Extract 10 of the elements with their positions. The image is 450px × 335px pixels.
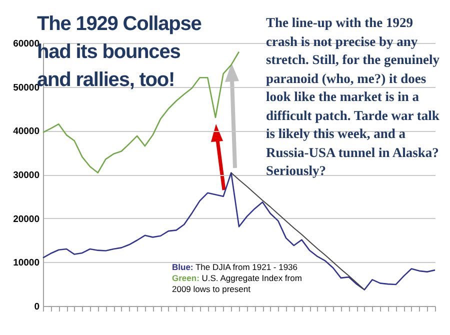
y-tick-label: 30000 <box>13 170 40 181</box>
y-tick-label: 10000 <box>13 258 40 269</box>
y-tick-label: 50000 <box>13 82 40 94</box>
annotation: Green: U.S. Aggregate Index from 2009 lows to present <box>172 273 303 295</box>
y-tick-label: 0 <box>34 302 40 312</box>
y-tick-label: 20000 <box>13 214 40 225</box>
y-tick-label: 60000 <box>13 38 40 50</box>
annotation: Blue: The DJIA from 1921 - 1936 <box>172 262 299 273</box>
text: The line-up with the 1929 crash is not precise by any stretch. Still, for the genuinely paranoid (who, me?) it does look like the market is in a difficult patch. Tarde war talk is likely this week, and a Russia-USA tunnel in Alaska? Seriously? <box>266 15 440 178</box>
y-tick-label: 40000 <box>13 126 40 138</box>
